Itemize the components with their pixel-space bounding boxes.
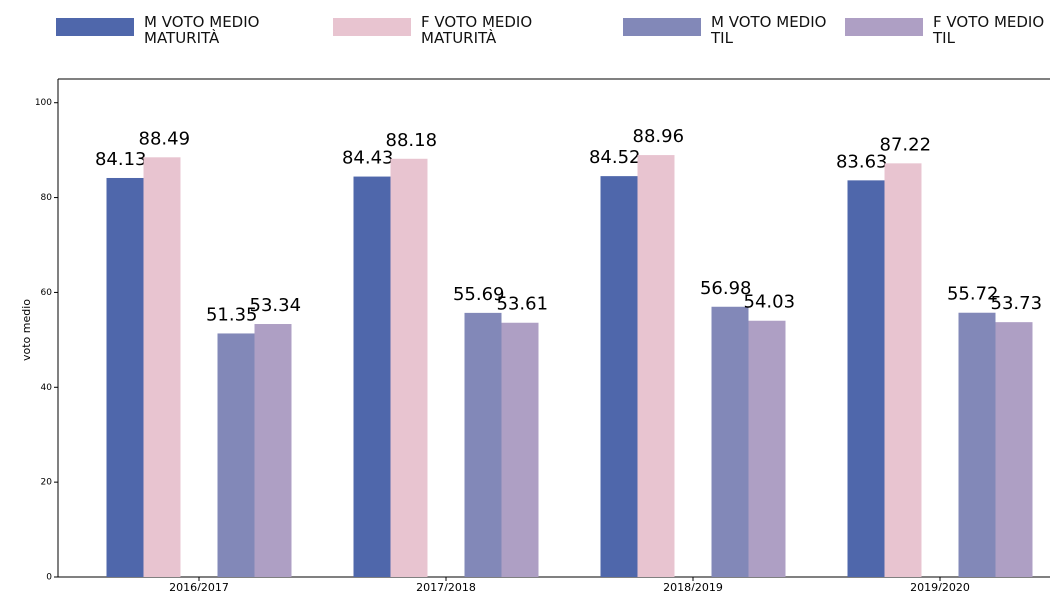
value-label: 88.18 [386, 130, 438, 151]
value-label: 84.52 [589, 147, 641, 168]
bar [847, 180, 885, 577]
bar [748, 320, 786, 577]
x-tick-label: 2017/2018 [416, 581, 476, 591]
x-tick-label: 2019/2020 [910, 581, 970, 591]
legend-label: F VOTO MEDIO MATURITÀ [421, 13, 533, 47]
value-label: 84.13 [95, 149, 147, 170]
bar [711, 306, 749, 577]
value-label: 83.63 [836, 151, 888, 172]
legend-label: M VOTO MEDIO MATURITÀ [144, 13, 260, 47]
legend-swatch [845, 18, 923, 36]
y-axis-label: voto medio [20, 299, 33, 361]
bar [884, 163, 922, 577]
legend-item: M VOTO MEDIO TIL [623, 14, 839, 46]
y-tick-label: 60 [41, 288, 53, 298]
bar [958, 312, 996, 577]
y-tick-label: 40 [41, 383, 53, 393]
legend-label: F VOTO MEDIO TIL [933, 13, 1045, 47]
y-tick-label: 0 [46, 573, 52, 583]
x-tick-label: 2016/2017 [169, 581, 229, 591]
value-label: 54.03 [744, 292, 796, 313]
bar [217, 333, 255, 577]
value-label: 84.43 [342, 148, 394, 169]
bar [254, 324, 292, 577]
value-label: 55.72 [947, 284, 999, 305]
legend-item: F VOTO MEDIO TIL [845, 14, 1050, 46]
bar [600, 176, 638, 577]
bar [995, 322, 1033, 577]
value-label: 88.96 [633, 126, 685, 147]
y-tick-label: 100 [35, 98, 52, 108]
legend-swatch [56, 18, 134, 36]
bar [390, 158, 428, 578]
bar [143, 157, 181, 577]
legend-item: F VOTO MEDIO MATURITÀ [333, 14, 549, 46]
legend-label: M VOTO MEDIO TIL [711, 13, 827, 47]
value-label: 51.35 [206, 304, 258, 325]
value-label: 56.98 [700, 278, 752, 299]
bar [501, 322, 539, 577]
bar [637, 155, 675, 577]
y-tick-label: 20 [41, 478, 53, 488]
value-label: 53.73 [991, 293, 1043, 314]
legend-item: M VOTO MEDIO MATURITÀ [56, 14, 272, 46]
bar [464, 312, 502, 577]
value-label: 55.69 [453, 284, 505, 305]
value-label: 53.34 [250, 295, 302, 316]
x-tick-label: 2018/2019 [663, 581, 723, 591]
legend-swatch [623, 18, 701, 36]
y-tick-label: 80 [41, 193, 53, 203]
bar [353, 176, 391, 577]
legend-swatch [333, 18, 411, 36]
value-label: 53.61 [497, 294, 549, 315]
value-label: 88.49 [139, 128, 191, 149]
value-label: 87.22 [880, 134, 932, 155]
bar [106, 177, 144, 577]
